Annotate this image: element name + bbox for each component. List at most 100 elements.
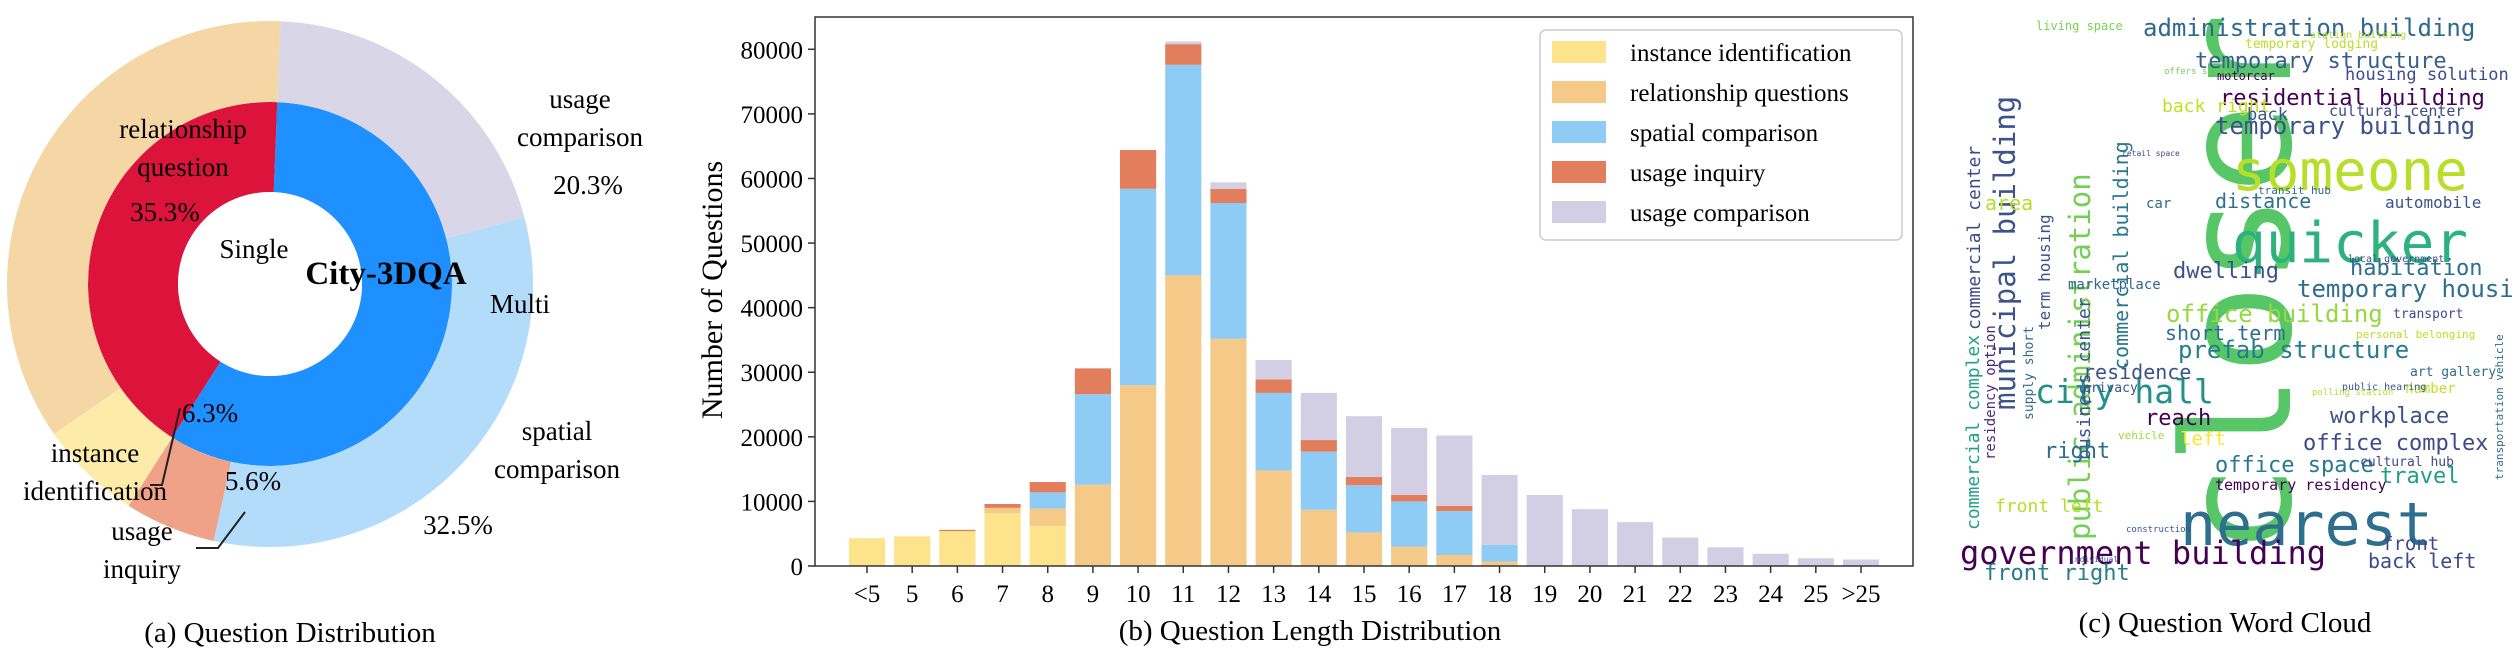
bar-instance-identification-5: [894, 536, 931, 566]
bar-usage-comparison-17: [1436, 435, 1473, 506]
y-tick-label: 40000: [741, 296, 804, 323]
bar-usage-comparison-11: [1165, 41, 1202, 45]
x-tick-label: 13: [1261, 581, 1286, 608]
x-tick-label: 23: [1713, 581, 1738, 608]
bar-instance-identification-8: [1029, 525, 1066, 566]
cloud-word-transport: transport: [2393, 307, 2463, 322]
cloud-word-area: area: [1985, 191, 2033, 215]
bar-relationship-questions-11: [1165, 275, 1202, 566]
label-relationship-line1: relationship: [119, 114, 246, 144]
bar-spatial-comparison-9: [1074, 394, 1111, 485]
cloud-word-dwelling: dwelling: [2173, 259, 2279, 284]
cloud-word-housing-solution: housing solution: [2345, 65, 2509, 85]
inner-label-single: Single: [219, 234, 288, 264]
cloud-word-transportation-vehicle: transportation vehicle: [2493, 334, 2506, 480]
x-tick-label: 8: [1041, 581, 1054, 608]
legend-label-relationship-questions: relationship questions: [1630, 80, 1849, 107]
bar-usage-inquiry-6: [939, 529, 976, 532]
label-usage-comparison-line1: usage: [549, 84, 610, 114]
cloud-word-temporary-lodging: temporary lodging: [2245, 37, 2378, 52]
y-tick-label: 80000: [741, 37, 804, 64]
bar-relationship-questions-9: [1074, 484, 1111, 566]
cloud-word-offers-space: offers space: [2164, 67, 2229, 77]
bar-usage-inquiry-17: [1436, 505, 1473, 512]
cloud-word-reach: reach: [2145, 406, 2211, 431]
x-tick-label: 15: [1352, 581, 1377, 608]
bar-relationship-questions-14: [1300, 509, 1337, 566]
value-usage-comparison: 20.3%: [553, 170, 623, 200]
legend-label-usage-comparison: usage comparison: [1630, 200, 1810, 227]
bars: [848, 41, 1880, 566]
bar-relationship-questions-10: [1120, 385, 1157, 566]
x-tick-label: 18: [1487, 581, 1512, 608]
cloud-word-municipal-building: municipal building: [1988, 96, 2022, 410]
label-spatial-line1: spatial: [522, 416, 592, 446]
x-tick-label: 5: [906, 581, 919, 608]
y-ticks: 0 10000 20000 30000 40000 50000 60000 70000 8000…: [741, 37, 815, 581]
bar-usage-comparison-21: [1617, 522, 1654, 566]
label-spatial-line2: comparison: [494, 454, 620, 484]
bar-usage-inquiry-16: [1391, 494, 1428, 502]
cloud-word-individual: individual: [2070, 555, 2118, 564]
bar-usage-inquiry-10: [1120, 150, 1157, 189]
bar-instance-identification-7: [984, 513, 1021, 566]
bar-spatial-comparison-13: [1255, 392, 1292, 471]
cloud-word-living-space: living space: [2036, 19, 2123, 33]
legend-label-instance-identification: instance identification: [1630, 40, 1852, 67]
cloud-word-temporary-residency: temporary residency: [2215, 476, 2387, 494]
leader-instance: [150, 407, 181, 486]
x-tick-label: 10: [1126, 581, 1151, 608]
y-tick-label: 0: [791, 554, 804, 581]
legend-swatch-spatial-comparison: [1552, 121, 1606, 143]
bar-spatial-comparison-10: [1120, 188, 1157, 386]
cloud-word-distance: distance: [2215, 189, 2311, 213]
cloud-word-temporary-housing: temporary housing: [2297, 275, 2516, 303]
cloud-word-closer: closer: [2152, 13, 2326, 555]
x-tick-label: 17: [1442, 581, 1467, 608]
x-tick-label: 7: [996, 581, 1009, 608]
legend: instance identification relationship ques…: [1539, 29, 1903, 241]
value-instance: 6.3%: [182, 398, 238, 428]
outer-slice-usage-inquiry: [128, 437, 232, 541]
cloud-word-back: back: [2247, 105, 2288, 125]
cloud-word-office-building: office building: [2166, 300, 2383, 328]
bar-relationship-questions-17: [1436, 555, 1473, 566]
legend-swatch-usage-inquiry: [1552, 161, 1606, 183]
bar-relationship-questions-16: [1391, 546, 1428, 566]
cloud-word-retail-space: retail space: [2122, 149, 2180, 158]
bar-relationship-questions-18: [1481, 561, 1518, 566]
cloud-word-government-building: government building: [1960, 534, 2326, 572]
bar-usage-comparison-13: [1255, 359, 1292, 380]
bar-usage-inquiry-14: [1300, 440, 1337, 452]
x-tick-label: 14: [1306, 581, 1332, 608]
donut-hole: [178, 192, 362, 376]
x-tick-label: 19: [1532, 581, 1557, 608]
cloud-word-supply-short: supply short: [2022, 326, 2037, 420]
value-relationship: 35.3%: [130, 197, 200, 227]
outer-slice-instance-identification: [54, 387, 173, 506]
cloud-word-prefab-structure: prefab structure: [2178, 336, 2409, 364]
cloud-word-construction: construction: [2126, 525, 2191, 535]
x-ticks: <5 5 6 7 8 9 10 11 12 13 14 15 16 17 18 19 20 21 22 23 24 25 >…: [854, 566, 1881, 608]
bar-usage-inquiry-8: [1029, 482, 1066, 493]
bar-spatial-comparison-12: [1210, 203, 1247, 339]
donut-chart: City-3DQA Single Multi relationship ques…: [6, 20, 643, 649]
cloud-word-temporary-building: temporary building: [2215, 112, 2475, 140]
cloud-word-transit-hub: transit hub: [2258, 184, 2331, 197]
cloud-word-business-center: business center: [2074, 297, 2095, 460]
label-usage-inquiry-line2: inquiry: [103, 554, 181, 584]
legend-box: [1539, 29, 1903, 241]
bar-usage-comparison-19: [1526, 494, 1563, 566]
outer-slice-relationship-question: [6, 20, 281, 435]
bar-spatial-comparison-15: [1345, 485, 1383, 533]
x-tick-label: 21: [1623, 581, 1648, 608]
cloud-word-marketplace: marketplace: [2068, 277, 2161, 293]
cloud-word-travel: travel: [2380, 464, 2459, 489]
legend-swatch-instance-identification: [1552, 41, 1606, 63]
bar-usage-comparison-gt25: [1842, 559, 1880, 566]
inner-label-multi: Multi: [490, 289, 550, 319]
bar-spatial-comparison-16: [1391, 501, 1428, 547]
panel-a-caption: (a) Question Distribution: [144, 617, 436, 649]
label-relationship-line2: question: [137, 152, 229, 182]
